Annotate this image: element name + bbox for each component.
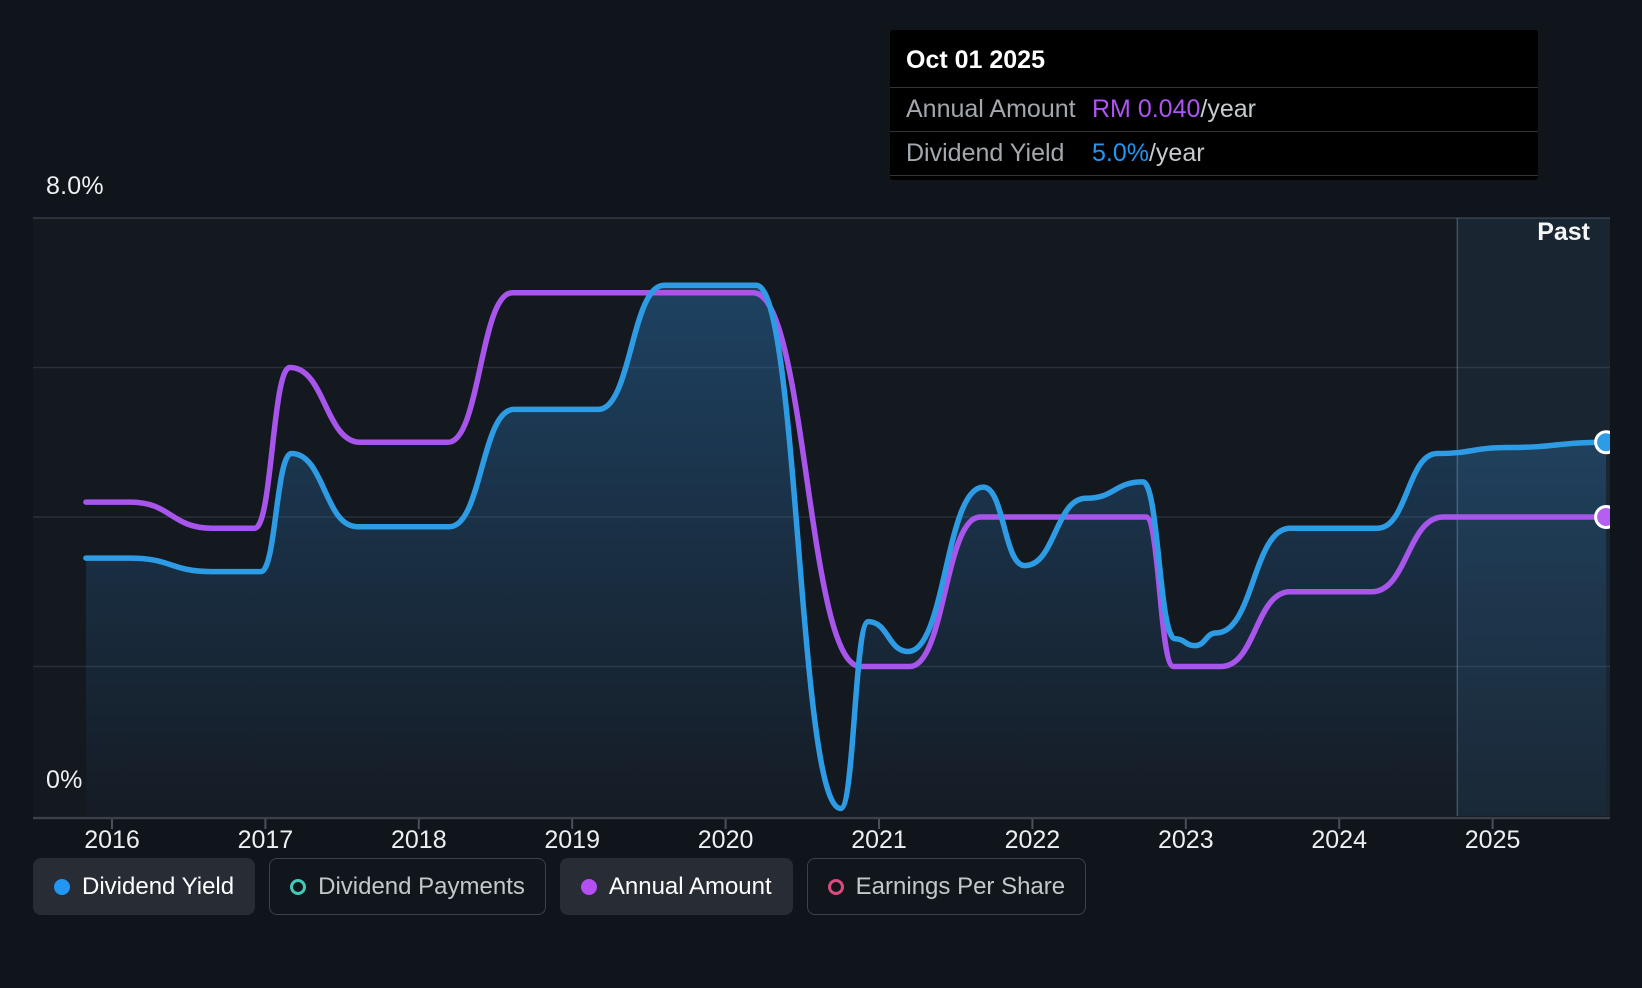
legend-item-earnings-per-share[interactable]: Earnings Per Share xyxy=(806,858,1087,915)
legend-item-label: Annual Amount xyxy=(608,872,772,900)
x-axis-label-2022: 2022 xyxy=(1004,826,1061,854)
tooltip-row-value: RM 0.040 xyxy=(1092,95,1201,123)
tooltip-date: Oct 01 2025 xyxy=(890,36,1538,88)
tooltip-row-suffix: /year xyxy=(1200,95,1256,123)
legend-item-label: Dividend Yield xyxy=(82,872,235,900)
annual-amount-endpoint-marker xyxy=(1594,505,1610,529)
tooltip-row-value: 5.0% xyxy=(1092,139,1149,167)
dividend-yield-endpoint-marker xyxy=(1594,430,1610,455)
tooltip-row-label: Dividend Yield xyxy=(906,139,1065,167)
y-axis-label-top: 8.0% xyxy=(46,172,104,200)
legend-item-label: Earnings Per Share xyxy=(855,872,1066,900)
earnings-per-share-marker-icon xyxy=(827,878,844,895)
x-axis-label-2023: 2023 xyxy=(1157,826,1214,854)
dividend-yield-line xyxy=(83,282,1609,812)
legend-item-dividend-yield[interactable]: Dividend Yield xyxy=(33,858,256,915)
annual-amount-marker-icon xyxy=(580,878,597,895)
dividend-yield-area xyxy=(85,285,1607,816)
x-axis-label-2016: 2016 xyxy=(84,826,140,854)
dividend-yield-marker-icon xyxy=(54,878,70,895)
tooltip-row-annual-amount: Annual Amount RM 0.040/year xyxy=(890,88,1538,132)
x-axis-label-2025: 2025 xyxy=(1464,826,1521,854)
chart-legend: Dividend Yield Dividend Payments Annual Am… xyxy=(33,858,1087,915)
tooltip-row-label: Annual Amount xyxy=(906,95,1076,123)
legend-item-annual-amount[interactable]: Annual Amount xyxy=(559,858,793,915)
past-region-label: Past xyxy=(1537,218,1590,246)
x-axis-label-2024: 2024 xyxy=(1311,826,1367,854)
legend-item-label: Dividend Payments xyxy=(318,872,525,900)
x-axis-label-2021: 2021 xyxy=(851,826,907,854)
tooltip-row-dividend-yield: Dividend Yield 5.0%/year xyxy=(890,132,1538,176)
x-axis-label-2017: 2017 xyxy=(237,826,294,854)
x-axis: 2016 2017 2018 2019 2020 2021 2022 2023 2024 2025 xyxy=(0,826,1642,862)
chart-tooltip: Oct 01 2025 Annual Amount RM 0.040/year Di… xyxy=(890,30,1538,180)
y-axis-label-bottom: 0% xyxy=(46,766,83,794)
x-axis-label-2018: 2018 xyxy=(390,826,447,854)
dividend-payments-marker-icon xyxy=(290,878,307,895)
annual-amount-line xyxy=(83,289,1609,670)
legend-item-dividend-payments[interactable]: Dividend Payments xyxy=(269,858,546,915)
x-axis-label-2019: 2019 xyxy=(544,826,600,854)
x-axis-label-2020: 2020 xyxy=(697,826,754,854)
tooltip-row-suffix: /year xyxy=(1148,139,1205,167)
